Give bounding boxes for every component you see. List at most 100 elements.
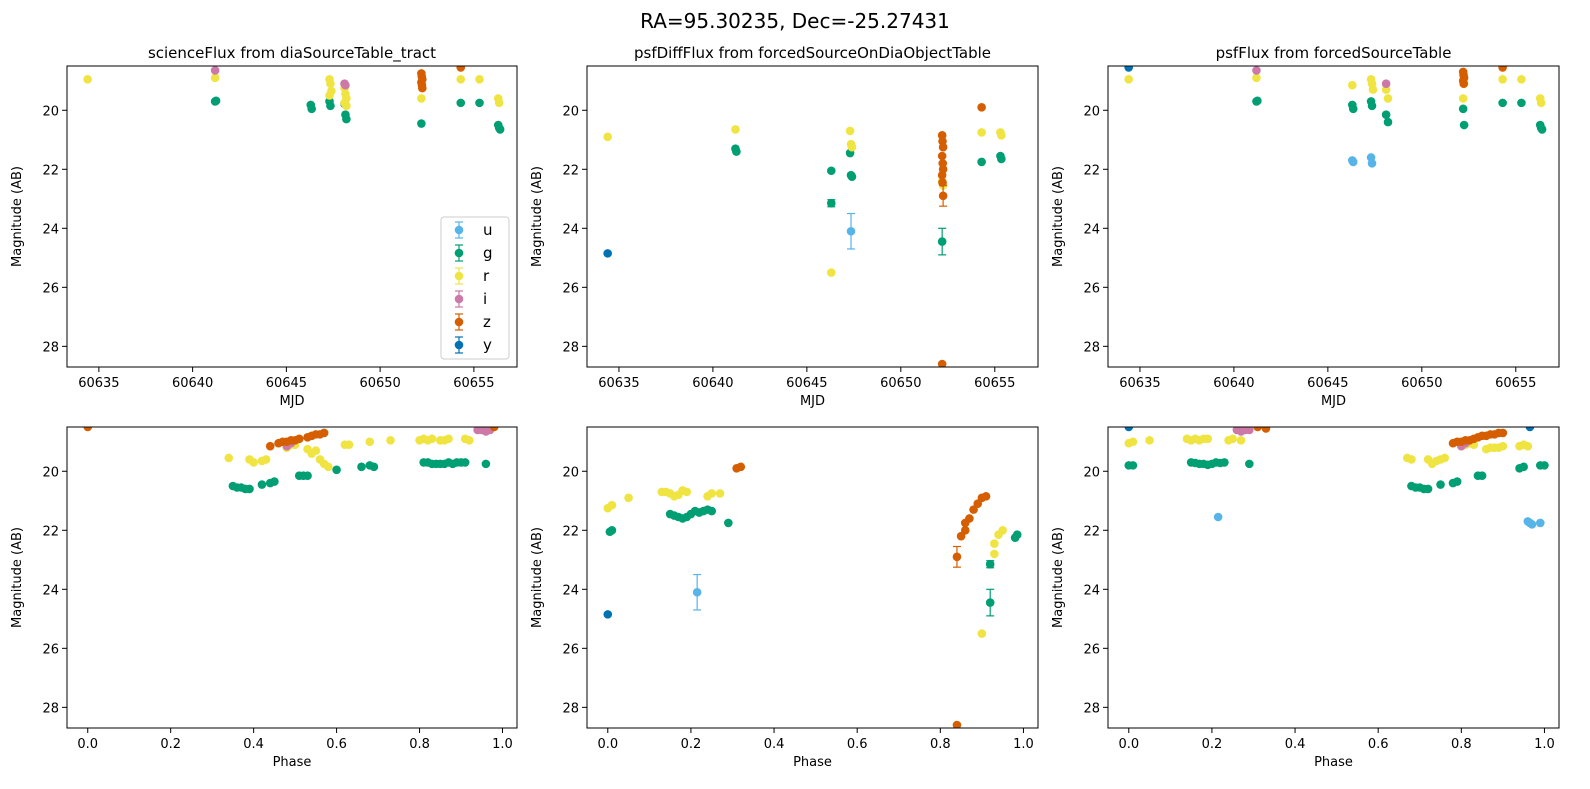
y-axis-label: Magnitude (AB) (1051, 166, 1066, 267)
point-r (990, 539, 999, 548)
point-g (1383, 117, 1393, 127)
point-g (495, 125, 505, 134)
panel-4: 0.0 0.2 0.4 0.6 0.8 1.0 20 22 24 26 28 Phase Magnitu… (10, 426, 518, 770)
x-tick-label: 60640 (1213, 376, 1254, 391)
legend-label-r: r (483, 267, 490, 285)
point-z (1498, 66, 1507, 72)
point-r (826, 268, 836, 277)
point-r (998, 525, 1007, 535)
x-tick-label: 60635 (78, 376, 119, 391)
y-axis-label: Magnitude (AB) (1051, 527, 1066, 628)
point-r (977, 629, 987, 638)
legend-marker-g (454, 248, 464, 258)
point-r (845, 126, 855, 136)
legend-marker-y (454, 340, 464, 350)
point-r (1203, 434, 1213, 444)
x-tick-label: 0.8 (409, 737, 430, 752)
data-points (1124, 66, 1547, 168)
x-tick-label: 0.4 (764, 737, 785, 752)
legend-label-i: i (483, 290, 487, 308)
y-tick-label: 24 (562, 222, 579, 237)
point-r (465, 435, 474, 445)
point-i (1381, 79, 1391, 89)
x-tick-label: 60650 (880, 376, 921, 391)
y-axis-label: Magnitude (AB) (10, 166, 25, 267)
point-g (707, 506, 717, 516)
point-u (1367, 159, 1377, 168)
y-tick-label: 20 (42, 465, 59, 480)
point-r (1228, 434, 1238, 444)
y-tick-label: 26 (42, 642, 59, 657)
point-g (732, 147, 741, 156)
point-g (977, 157, 986, 167)
point-g (1436, 480, 1445, 489)
point-g (342, 114, 351, 124)
data-points (1124, 427, 1549, 529)
x-tick-label: 60645 (786, 376, 827, 391)
point-g (326, 101, 335, 111)
point-r (249, 458, 258, 467)
point-g (303, 471, 312, 480)
y-tick-label: 24 (562, 583, 579, 598)
point-g (481, 459, 491, 469)
x-tick-label: 0.4 (243, 737, 264, 752)
point-r (365, 437, 375, 447)
point-z (319, 428, 329, 438)
y-tick-label: 24 (1083, 583, 1100, 598)
point-z (456, 66, 466, 72)
x-tick-label: 0.8 (930, 737, 951, 752)
y-tick-label: 26 (562, 281, 579, 296)
panel-6: 0.0 0.2 0.4 0.6 0.8 1.0 20 22 24 26 28 Phase Magnitu… (1051, 426, 1560, 770)
point-z (952, 720, 962, 728)
point-y (1525, 427, 1535, 432)
point-r (1407, 455, 1416, 464)
point-r (224, 453, 234, 463)
point-r (1517, 74, 1526, 84)
point-r (444, 434, 453, 444)
x-tick-label: 1.0 (492, 737, 513, 752)
point-g (1253, 96, 1262, 106)
x-tick-label: 0.6 (847, 737, 868, 752)
point-r (1498, 74, 1507, 84)
point-g (724, 518, 733, 528)
point-r (494, 98, 504, 108)
y-tick-label: 20 (562, 465, 579, 480)
point-r (990, 549, 999, 559)
point-g (1367, 101, 1377, 111)
panel-title: psfFlux from forcedSourceTable (1216, 44, 1452, 62)
point-g (1540, 461, 1549, 470)
point-y (1124, 427, 1134, 432)
x-axis-label: MJD (1321, 394, 1346, 409)
axes-frame (1107, 65, 1560, 368)
point-g (1128, 461, 1138, 470)
y-tick-label: 20 (562, 104, 579, 119)
point-r (997, 131, 1006, 140)
point-z (736, 462, 746, 472)
point-r (427, 434, 437, 444)
point-g (211, 96, 221, 106)
x-tick-label: 60635 (598, 376, 639, 391)
x-axis-label: Phase (273, 755, 312, 770)
point-g (460, 458, 470, 467)
x-tick-label: 0.6 (1368, 737, 1389, 752)
point-g (1348, 104, 1358, 114)
point-g (307, 104, 316, 114)
point-g (937, 237, 947, 246)
axes-frame (586, 426, 1039, 729)
point-z (938, 191, 948, 201)
point-z (938, 178, 947, 187)
point-g (1423, 484, 1433, 494)
point-u (1348, 157, 1358, 167)
legend-marker-r (454, 271, 464, 281)
y-axis-label: Magnitude (AB) (10, 527, 25, 628)
point-r (682, 487, 692, 497)
point-g (332, 465, 341, 475)
x-tick-label: 60655 (453, 376, 494, 391)
point-z (952, 552, 962, 562)
point-g (826, 198, 836, 208)
point-i (1252, 66, 1261, 75)
point-r (1368, 85, 1378, 94)
data-points (603, 462, 1022, 728)
point-i (1245, 427, 1254, 435)
x-tick-label: 0.2 (1202, 737, 1223, 752)
